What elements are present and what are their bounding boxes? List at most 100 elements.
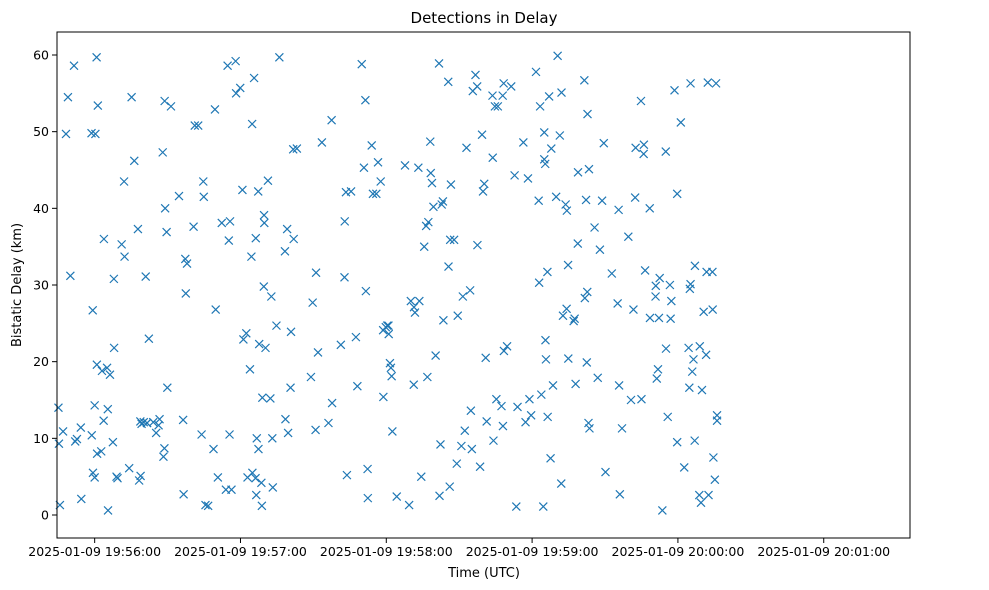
data-point (704, 490, 713, 500)
data-point (472, 82, 482, 91)
data-point (541, 335, 550, 345)
data-point (371, 189, 381, 199)
data-point (701, 350, 711, 360)
chart-title: Detections in Delay (411, 9, 558, 27)
data-point (119, 177, 129, 186)
data-point (289, 234, 299, 244)
data-point (231, 88, 241, 98)
x-tick-label: 2025-01-09 19:57:00 (174, 544, 307, 559)
data-point (631, 143, 641, 153)
data-point (342, 470, 352, 480)
data-point (180, 254, 190, 264)
data-point (584, 418, 593, 428)
data-point (387, 371, 397, 381)
data-point (593, 373, 603, 383)
data-point (254, 444, 263, 454)
data-point (708, 305, 718, 314)
data-point (531, 67, 541, 77)
data-point (431, 351, 441, 360)
data-points (54, 51, 722, 515)
data-point (54, 403, 63, 413)
data-point (245, 364, 255, 374)
y-tick-label: 0 (41, 508, 49, 523)
data-point (76, 423, 86, 433)
data-point (562, 206, 572, 216)
data-point (601, 467, 610, 477)
data-point (286, 327, 296, 337)
data-point (109, 343, 119, 353)
data-point (654, 313, 664, 323)
data-point (478, 187, 488, 196)
data-point (458, 292, 468, 301)
data-point (99, 416, 109, 426)
data-point (92, 449, 102, 459)
data-point (546, 453, 555, 463)
data-point (76, 494, 86, 504)
y-tick-label: 50 (33, 124, 49, 139)
data-point (445, 482, 455, 492)
data-point (584, 164, 594, 174)
data-point (645, 313, 655, 323)
data-point (129, 156, 139, 166)
data-point (148, 417, 158, 427)
data-point (665, 280, 675, 290)
data-point (437, 200, 447, 209)
data-point (189, 222, 199, 232)
data-point (562, 304, 572, 314)
data-point (696, 498, 706, 508)
data-point (181, 289, 191, 298)
data-point (151, 428, 161, 438)
data-point (712, 416, 722, 426)
data-point (539, 128, 549, 137)
y-tick-label: 60 (33, 48, 49, 63)
data-point (246, 252, 256, 262)
data-point (357, 59, 367, 69)
data-point (376, 177, 386, 186)
data-point (479, 179, 489, 189)
data-point (386, 363, 396, 373)
data-point (521, 417, 530, 427)
data-point (174, 191, 184, 201)
data-point (465, 285, 475, 295)
data-point (558, 311, 568, 321)
data-point (359, 163, 369, 173)
data-point (661, 344, 671, 354)
data-point (538, 502, 548, 511)
y-tick-label: 30 (33, 278, 49, 293)
data-point (311, 268, 321, 278)
data-point (313, 348, 323, 357)
data-point (253, 187, 263, 196)
data-point (672, 437, 682, 447)
data-point (639, 140, 649, 150)
data-point (88, 468, 98, 478)
data-point (542, 267, 552, 277)
data-point (710, 475, 720, 485)
data-point (449, 235, 459, 245)
data-point (213, 473, 223, 482)
data-point (384, 329, 394, 339)
data-point (117, 239, 127, 249)
data-point (708, 453, 718, 462)
data-point (553, 51, 563, 61)
data-point (585, 423, 594, 433)
data-point (422, 372, 432, 382)
data-point (235, 83, 245, 93)
data-point (133, 224, 143, 234)
data-point (311, 425, 320, 435)
data-point (599, 138, 609, 148)
data-point (197, 430, 207, 439)
data-point (490, 101, 500, 111)
data-point (261, 343, 270, 353)
data-point (690, 261, 700, 271)
data-point (266, 292, 276, 301)
data-point (223, 61, 233, 71)
data-point (99, 234, 109, 244)
data-point (488, 91, 497, 101)
data-point (663, 412, 673, 422)
data-point (283, 428, 293, 438)
data-point (259, 282, 269, 291)
data-point (573, 167, 583, 177)
data-point (97, 366, 107, 376)
